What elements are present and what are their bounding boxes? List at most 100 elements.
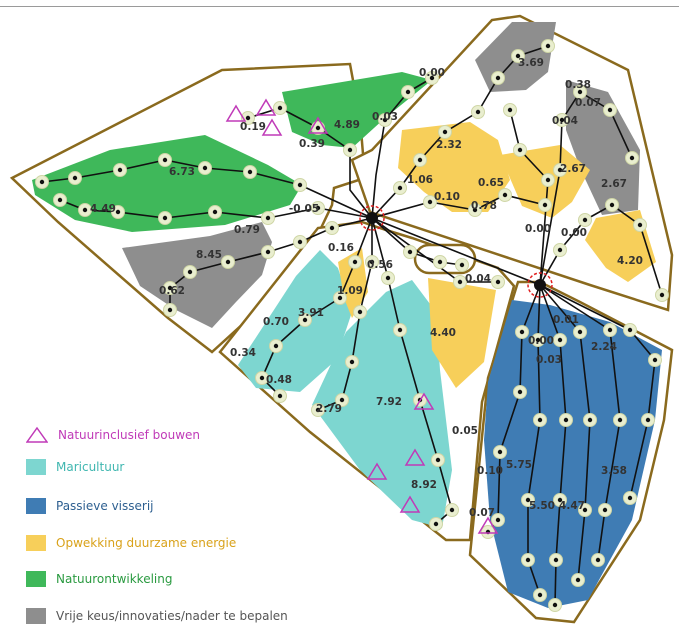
turbine-center: [557, 497, 563, 503]
energie-swatch: [26, 535, 46, 551]
turbine-center: [459, 262, 465, 268]
map-value-label: 0.65: [478, 177, 504, 189]
turbine-center: [245, 115, 251, 121]
map-value-label: 7.92: [376, 396, 402, 408]
map-value-label: 0.56: [367, 259, 393, 271]
turbine-center: [607, 107, 613, 113]
turbine-center: [277, 105, 283, 111]
legend-item-natuurontwikkeling: Natuurontwikkeling: [26, 569, 172, 589]
area-vrije-keus-west: [122, 222, 272, 328]
turbine-center: [627, 327, 633, 333]
turbine-center: [577, 89, 583, 95]
map-value-label: -0.05: [289, 203, 319, 215]
turbine-center: [349, 359, 355, 365]
turbine-center: [277, 393, 283, 399]
turbine-center: [39, 179, 45, 185]
area-maricultuur-west: [238, 250, 352, 392]
turbine-center: [437, 259, 443, 265]
turbine-center: [563, 417, 569, 423]
turbine-center: [202, 165, 208, 171]
turbine-center: [167, 307, 173, 313]
natuurinclusief-triangle-icon: [399, 495, 421, 513]
map-value-label: 0.70: [263, 316, 289, 328]
map-value-label: 0.10: [477, 465, 503, 477]
turbine-center: [273, 343, 279, 349]
turbine-center: [587, 417, 593, 423]
map-value-label: 1.06: [407, 174, 433, 186]
maricultuur-swatch: [26, 459, 46, 475]
turbine-center: [525, 557, 531, 563]
legend-label: Maricultuur: [56, 460, 125, 474]
map-value-label: 2.24: [591, 341, 617, 353]
map-value-label: 0.38: [565, 79, 591, 91]
map-value-label: 0.00: [561, 227, 587, 239]
turbine-center: [397, 327, 403, 333]
turbine-center: [517, 147, 523, 153]
turbine-center: [497, 449, 503, 455]
turbine-center: [519, 329, 525, 335]
natuurinclusief-triangle-icon: [413, 392, 435, 410]
natuurinclusief-markers: [225, 98, 499, 534]
map-value-label: 8.92: [411, 479, 437, 491]
turbine-center: [417, 157, 423, 163]
turbine-center: [302, 317, 308, 323]
turbine-center: [577, 329, 583, 335]
map-value-label: 0.05: [452, 425, 478, 437]
turbine-center: [457, 279, 463, 285]
map-value-label: 0.04: [552, 115, 578, 127]
map-value-label: 0.19: [240, 121, 266, 133]
turbine-center: [265, 215, 271, 221]
natuurinclusief-triangle-icon: [366, 462, 388, 480]
map-value-label: 0.07: [575, 97, 601, 109]
map-value-label: 0.03: [372, 111, 398, 123]
map-value-label: 4.49: [90, 203, 116, 215]
map-value-label: 4.20: [617, 255, 643, 267]
triangle-outline-icon: [26, 426, 48, 443]
turbine-center: [347, 147, 353, 153]
map-value-label: 1.09: [337, 285, 363, 297]
passieve-visserij-swatch: [26, 498, 46, 514]
turbine-center: [449, 507, 455, 513]
turbine-center: [382, 117, 388, 123]
map-value-label: 0.79: [234, 224, 260, 236]
legend-label: Natuurontwikkeling: [56, 572, 173, 586]
turbine-center: [645, 417, 651, 423]
turbine-center: [552, 602, 558, 608]
legend-item-energie: Opwekking duurzame energie: [26, 533, 236, 553]
map-value-label: 0.07: [469, 507, 495, 519]
turbine-center: [537, 417, 543, 423]
turbine-center: [629, 155, 635, 161]
turbine-center: [553, 557, 559, 563]
top-divider: [0, 6, 679, 7]
turbine-center: [187, 269, 193, 275]
turbine-center: [385, 275, 391, 281]
substation-north: [359, 205, 385, 231]
turbine-center: [297, 182, 303, 188]
area-passieve-visserij: [484, 300, 662, 608]
turbine-center: [315, 407, 321, 413]
legend-item-maricultuur: Maricultuur: [26, 457, 124, 477]
turbine-center: [162, 157, 168, 163]
turbine-center: [627, 495, 633, 501]
turbine-center: [212, 209, 218, 215]
natuurinclusief-triangle-icon: [477, 516, 499, 534]
legend-label: Opwekking duurzame energie: [56, 536, 237, 550]
map-value-label: 3.58: [601, 465, 627, 477]
turbine-center: [405, 89, 411, 95]
turbine-center: [535, 337, 541, 343]
map-value-label: 2.32: [436, 139, 462, 151]
map-value-label: 2.67: [560, 163, 586, 175]
map-value-label: 0.00: [419, 67, 445, 79]
turbine-center: [357, 309, 363, 315]
map-value-label: 4.40: [430, 327, 456, 339]
turbine-center: [397, 185, 403, 191]
natuurinclusief-triangle-icon: [261, 118, 283, 136]
turbine-center: [72, 175, 78, 181]
turbine-center: [582, 507, 588, 513]
map-value-label: 2.67: [601, 178, 627, 190]
map-value-label: 0.16: [328, 242, 354, 254]
map-value-label: 0.00: [528, 335, 554, 347]
natuurinclusief-triangle-icon: [225, 104, 247, 122]
turbine-center: [297, 239, 303, 245]
map-value-label: 0.00: [525, 223, 551, 235]
